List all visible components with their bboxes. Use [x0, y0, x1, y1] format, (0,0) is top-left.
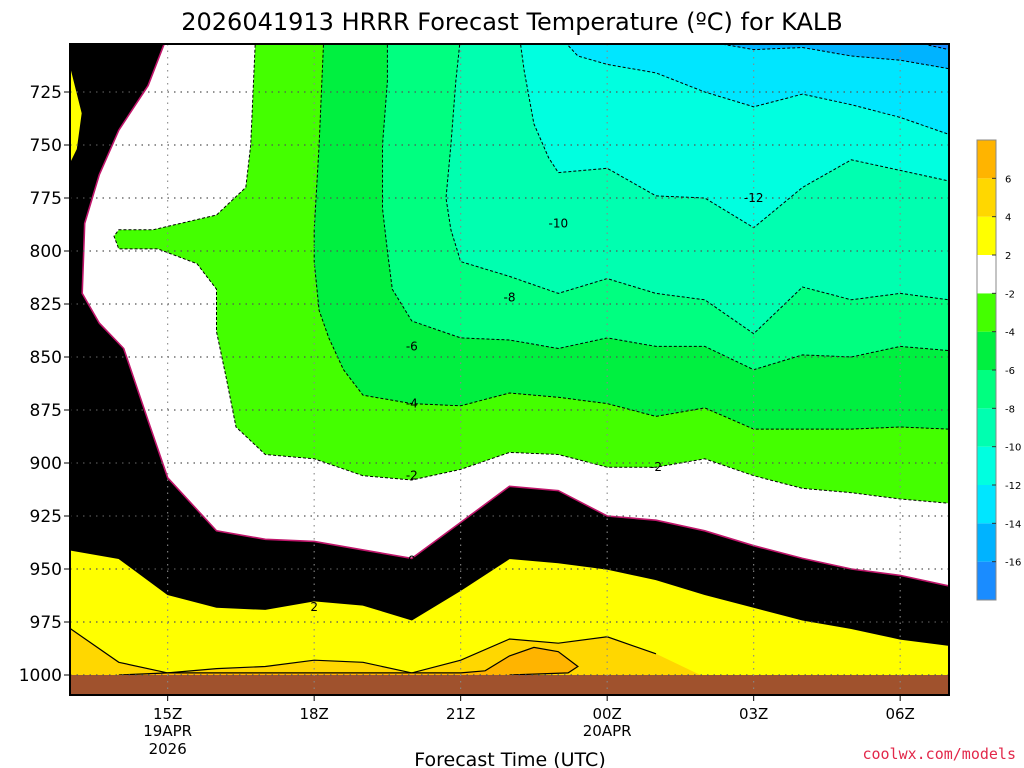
- x-axis-label: Forecast Time (UTC): [414, 749, 605, 768]
- y-tick-label: 825: [30, 295, 62, 315]
- colorbar-label: 2: [1005, 251, 1011, 262]
- contour-labels: -10 -12 -8 -6 -4 -2 -2 0 2: [310, 191, 763, 614]
- warm-pocket-line: [70, 64, 83, 165]
- x-tick-label: 18Z: [299, 705, 328, 723]
- y-tick-label: 875: [30, 401, 62, 421]
- colorbar-label: -12: [1005, 481, 1021, 492]
- x-tick-label: 03Z: [739, 705, 768, 723]
- isotherm--12: [566, 44, 949, 135]
- y-tick-label: 900: [30, 454, 62, 474]
- colorbar-swatch: [977, 561, 996, 600]
- colorbar-label: -8: [1005, 404, 1015, 415]
- contour-label: -10: [549, 216, 569, 230]
- grid-lines: [70, 44, 949, 695]
- y-axis: 725 750 775 800 825 850 875 900 925 950 975 1000: [19, 83, 70, 686]
- colorbar-swatch: [977, 408, 996, 447]
- plot-frame: [69, 43, 950, 696]
- isotherm-6: [118, 646, 579, 676]
- band-fill-2: [70, 549, 949, 678]
- contour-label: -8: [504, 291, 516, 305]
- colorbar-label: -14: [1005, 519, 1021, 530]
- colorbar-label: -10: [1005, 443, 1021, 454]
- colorbar-swatch: [977, 216, 996, 255]
- isotherm--14: [718, 44, 949, 70]
- contour-label: 0: [408, 554, 416, 568]
- y-tick-label: 725: [30, 83, 62, 103]
- chart-title: 2026041913 HRRR Forecast Temperature (ºC…: [181, 8, 843, 36]
- isotherm--10: [520, 44, 949, 229]
- contour-label: 2: [310, 600, 318, 614]
- y-tick-label: 800: [30, 242, 62, 262]
- colorbar-label: -16: [1005, 558, 1021, 569]
- colorbar: -16 -14 -12 -10 -8 -6 -4 -2 2 4 6: [976, 139, 1021, 601]
- x-tick-label: 15Z: [153, 705, 182, 723]
- y-tick-label: 925: [30, 507, 62, 527]
- warm-pocket-fill: [70, 64, 83, 165]
- contour-label: -4: [406, 397, 418, 411]
- isotherm--6: [382, 44, 949, 371]
- colorbar-swatch: [977, 370, 996, 409]
- isotherm--8: [445, 44, 949, 335]
- colorbar-label: 6: [1005, 174, 1011, 185]
- y-tick-label: 950: [30, 560, 62, 580]
- band-fill--14: [721, 44, 949, 69]
- colorbar-label: 4: [1005, 213, 1011, 224]
- colorbar-label: -4: [1005, 328, 1015, 339]
- isotherm-4: [70, 627, 657, 674]
- y-tick-label: 1000: [19, 666, 62, 686]
- isotherm--16: [925, 44, 949, 51]
- y-tick-label: 750: [30, 136, 62, 156]
- ground-fill: [70, 675, 949, 695]
- isotherm--4: [313, 44, 949, 430]
- y-tick-label: 975: [30, 613, 62, 633]
- credit-link[interactable]: coolwx.com/models: [862, 745, 1016, 763]
- colorbar-swatch: [977, 331, 996, 370]
- colorbar-label: -2: [1005, 289, 1015, 300]
- colorbar-swatch: [977, 255, 996, 294]
- x-tick-label: 21Z: [446, 705, 475, 723]
- plot-area: [70, 44, 949, 695]
- isotherm-0: [81, 44, 949, 587]
- y-tick-label: 850: [30, 348, 62, 368]
- isotherm-2: [70, 549, 949, 646]
- x-tick-sublabel: 2026: [149, 740, 187, 758]
- colorbar-swatch: [977, 446, 996, 485]
- x-tick-sublabel: 19APR: [143, 722, 192, 740]
- x-tick-sublabel: 20APR: [583, 722, 632, 740]
- colorbar-swatch: [977, 178, 996, 217]
- y-tick-label: 775: [30, 189, 62, 209]
- isotherm--2: [113, 44, 949, 504]
- colorbar-swatch: [977, 140, 996, 179]
- colorbar-label: -6: [1005, 366, 1015, 377]
- colorbar-swatch: [977, 293, 996, 332]
- colorbar-swatch: [977, 485, 996, 524]
- contour-label: -6: [406, 339, 418, 353]
- contour-label: -2: [650, 460, 662, 474]
- contour-label: -2: [406, 469, 418, 483]
- band-fill--12: [566, 44, 949, 135]
- colorbar-swatch: [977, 523, 996, 562]
- x-tick-label: 00Z: [592, 705, 621, 723]
- contour-label: -12: [744, 191, 764, 205]
- x-tick-label: 06Z: [885, 705, 914, 723]
- band-fill-6: [94, 647, 578, 675]
